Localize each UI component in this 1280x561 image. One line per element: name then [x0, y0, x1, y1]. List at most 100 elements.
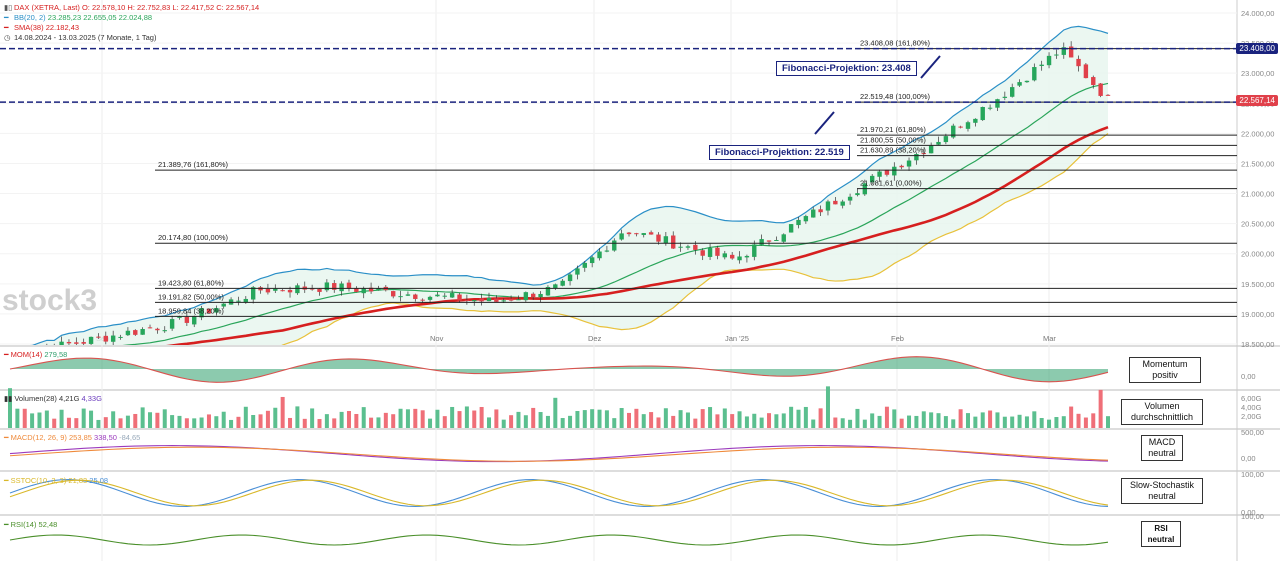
volume-bar	[413, 408, 418, 428]
candle	[501, 300, 506, 302]
fib-level-label: 21.081,61 (0,00%)	[860, 179, 922, 188]
candle	[958, 126, 963, 128]
volume-bar	[700, 409, 705, 428]
volume-bar	[848, 419, 853, 428]
volume-bar	[177, 415, 182, 428]
bb-middle-line	[122, 82, 1109, 345]
fib-projection-label-2: Fibonacci-Projektion: 23.408	[776, 61, 917, 76]
volume-bar	[361, 407, 366, 428]
candle	[693, 244, 698, 250]
momentum-status-box: Momentum positiv	[1129, 357, 1201, 383]
candle	[671, 235, 676, 249]
candle	[877, 171, 882, 177]
volume-bar	[354, 413, 359, 428]
candle	[81, 342, 86, 344]
volume-bar	[722, 408, 727, 428]
candle	[634, 233, 639, 235]
volume-bar	[582, 410, 587, 428]
macd-status-box: MACD neutral	[1141, 435, 1183, 461]
candle	[1061, 47, 1066, 55]
volume-bar	[148, 412, 153, 428]
candle	[59, 341, 64, 345]
volume-bar	[1039, 418, 1044, 428]
bollinger-band-fill	[33, 26, 1108, 345]
volume-bar	[494, 409, 499, 428]
candle	[589, 257, 595, 264]
candle	[766, 240, 772, 242]
candle	[811, 209, 816, 218]
candle	[803, 216, 809, 222]
volume-bar	[1083, 417, 1088, 428]
vol-tick-label: 6,00G	[1241, 394, 1262, 403]
price-tick-label: 18.500,00	[1241, 340, 1274, 349]
volume-bar	[744, 416, 749, 428]
candle	[103, 335, 108, 342]
price-tick-label: 19.000,00	[1241, 310, 1274, 319]
candle	[582, 262, 587, 268]
volume-bar	[59, 409, 64, 428]
volume-bar	[759, 417, 764, 428]
candle	[332, 283, 337, 290]
volume-bar	[531, 407, 536, 428]
candle	[1017, 82, 1022, 86]
month-tick-label: Jan '25	[725, 334, 749, 343]
mom-legend: ━ MOM(14) 279,58	[4, 350, 67, 359]
volume-bar	[501, 419, 506, 428]
candle	[236, 300, 241, 302]
volume-bar	[833, 417, 838, 428]
volume-bar	[995, 412, 1000, 428]
candle	[464, 299, 470, 301]
price-marker-last: 22.567,14	[1236, 95, 1278, 106]
candle	[324, 282, 330, 291]
candle	[869, 175, 875, 183]
volume-bar	[892, 409, 897, 428]
volume-bar	[568, 415, 573, 428]
volume-bar	[30, 413, 35, 428]
volume-bar	[693, 418, 698, 428]
fib-level-label: 19.191,82 (50,00%)	[158, 292, 224, 301]
volume-bar	[265, 410, 270, 428]
volume-bar	[251, 415, 256, 428]
rsi-label: RSI(14)	[10, 520, 37, 529]
volume-bar	[442, 416, 447, 428]
candle	[965, 122, 971, 129]
candle	[921, 153, 926, 155]
stoch-value-1: 21,83	[68, 476, 88, 485]
volume-bar	[516, 411, 521, 428]
momentum-line-fill	[10, 356, 1108, 383]
volume-bar	[619, 408, 624, 428]
volume-bar	[52, 418, 57, 428]
candle	[597, 251, 602, 259]
volume-bar	[597, 409, 602, 428]
line-icon: ━	[4, 433, 11, 442]
candle	[553, 284, 558, 289]
volume-bar	[1076, 413, 1081, 428]
volume-bar	[310, 408, 315, 428]
price-tick-label: 19.500,00	[1241, 280, 1274, 289]
candle	[243, 298, 249, 303]
candle	[722, 253, 728, 258]
candle	[118, 336, 123, 338]
price-tick-label: 21.500,00	[1241, 159, 1274, 168]
bb-legend: ━ BB(20, 2) 23.285,23 22.655,05 22.024,88	[4, 13, 152, 22]
volume-bar	[170, 415, 175, 428]
volume-bar	[111, 411, 116, 428]
stoch-tick-label: 100,00	[1241, 470, 1264, 479]
line-icon: ━	[4, 520, 11, 529]
volume-bar	[612, 418, 617, 428]
arrow-up-icon	[920, 55, 941, 79]
candle	[656, 234, 661, 242]
volume-bar	[1054, 417, 1059, 428]
volume-bar	[8, 388, 12, 428]
candle	[729, 254, 735, 259]
volume-bar	[929, 412, 934, 428]
volume-bar	[774, 414, 779, 428]
candle	[1091, 77, 1096, 85]
period-line: ◷ 14.08.2024 - 13.03.2025 (7 Monate, 1 Ta…	[4, 33, 156, 42]
candle	[420, 299, 425, 301]
candle	[125, 330, 131, 336]
volume-bar	[206, 414, 211, 428]
volume-bar	[339, 411, 344, 428]
volume-bar	[656, 417, 661, 428]
